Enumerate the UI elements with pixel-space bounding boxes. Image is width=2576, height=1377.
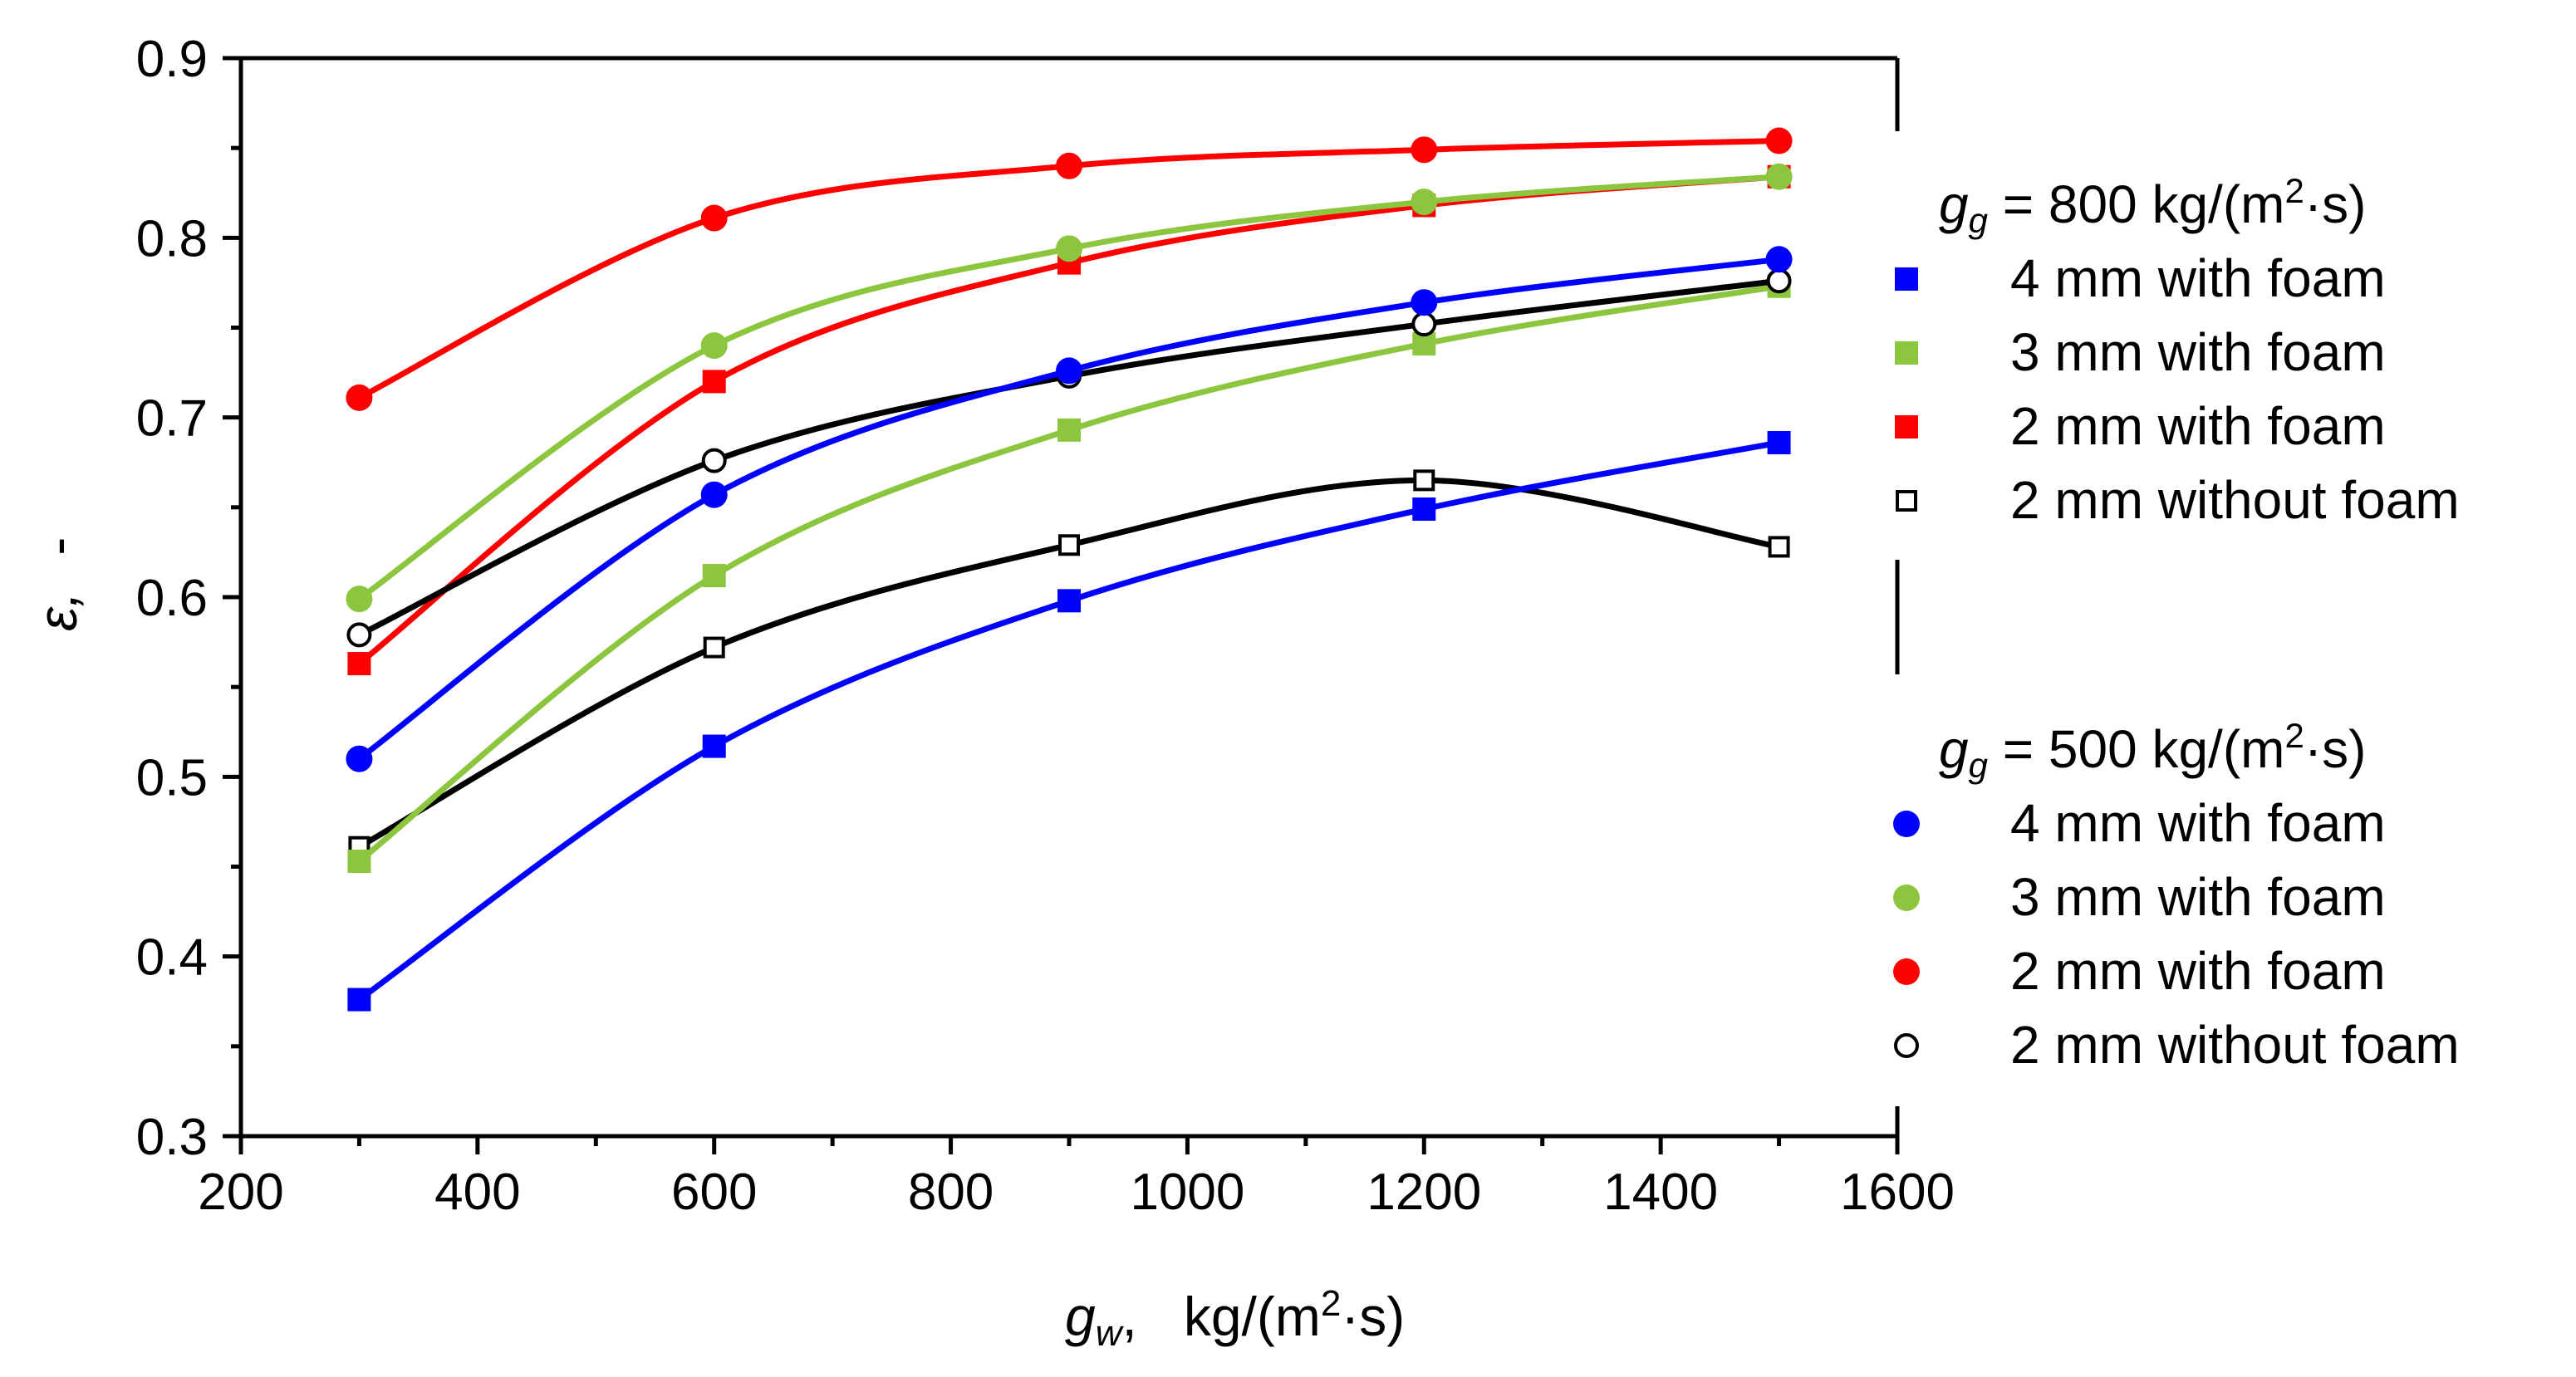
x-tick-label: 1200: [1367, 1164, 1481, 1221]
series-6: [346, 163, 1793, 613]
legend-item: 3 mm with foam: [1893, 867, 2386, 927]
x-tick-label: 1400: [1603, 1164, 1718, 1221]
data-point: [346, 745, 373, 772]
series-5: [346, 246, 1793, 772]
y-tick-label: 0.9: [136, 31, 208, 88]
legend-item: 2 mm without foam: [1894, 1015, 2460, 1075]
data-point: [1765, 127, 1793, 154]
x-tick-label: 400: [434, 1164, 520, 1221]
legend: gg = 800 kg/(m2·s) 4 mm with foam 3 mm wit…: [1893, 171, 2460, 1075]
legend-marker: [1894, 1033, 1919, 1058]
data-point: [1056, 235, 1082, 262]
series-line: [356, 277, 1783, 638]
data-point: [347, 987, 371, 1012]
y-tick-label: 0.7: [136, 390, 208, 448]
data-point: [1056, 357, 1082, 385]
legend-marker: [1893, 958, 1920, 985]
legend-item: 3 mm with foam: [1895, 322, 2386, 382]
legend-label: 2 mm with foam: [2010, 941, 2386, 1001]
data-point: [1411, 289, 1438, 316]
legend-group-1: gg = 800 kg/(m2·s) 4 mm with foam 3 mm wit…: [1895, 171, 2460, 530]
ticks: 200 400 600 800 1000 1200 1400 1600 0.3 0.4 0.5 0.6…: [136, 31, 1955, 1221]
data-point: [703, 636, 725, 659]
legend-marker: [1895, 267, 1918, 291]
legend-item: 4 mm with foam: [1893, 793, 2386, 853]
legend-marker: [1893, 811, 1920, 837]
data-point: [1413, 469, 1435, 492]
y-tick-label: 0.3: [136, 1109, 208, 1166]
legend-item: 4 mm with foam: [1895, 248, 2386, 308]
data-point: [1411, 311, 1437, 337]
legend-marker: [1893, 885, 1920, 911]
data-point: [1058, 534, 1080, 556]
series-line: [356, 283, 1783, 865]
data-point: [700, 481, 728, 508]
y-tick-label: 0.8: [136, 210, 208, 267]
data-point: [1056, 152, 1082, 179]
legend-item: 2 mm with foam: [1893, 941, 2386, 1001]
data-point: [1057, 589, 1081, 613]
legend-label: 3 mm with foam: [2010, 322, 2386, 382]
legend-label: 4 mm with foam: [2010, 793, 2386, 853]
legend-label: 4 mm with foam: [2010, 248, 2386, 308]
series-layer: [346, 127, 1793, 1012]
data-point: [702, 564, 726, 588]
data-point: [1411, 136, 1438, 164]
data-point: [1765, 246, 1793, 273]
data-point: [347, 652, 371, 676]
data-point: [1767, 430, 1791, 454]
x-tick-label: 1000: [1130, 1164, 1244, 1221]
data-point: [1765, 163, 1793, 190]
data-point: [1057, 418, 1081, 442]
legend-marker: [1895, 415, 1918, 439]
x-tick-label: 200: [198, 1164, 283, 1221]
data-point: [346, 622, 372, 648]
legend-label: 2 mm with foam: [2010, 396, 2386, 456]
x-tick-label: 800: [908, 1164, 994, 1221]
y-axis-title: ε,-: [27, 537, 88, 631]
data-point: [1766, 268, 1792, 294]
series-1: [347, 430, 1791, 1012]
x-tick-label: 600: [671, 1164, 757, 1221]
series-4: [348, 469, 1790, 858]
legend-item: 2 mm with foam: [1895, 396, 2386, 456]
legend-label: 3 mm with foam: [2010, 867, 2386, 927]
data-point: [700, 332, 728, 360]
legend-group-2: gg = 500 kg/(m2·s) 4 mm with foam 3 mm wit…: [1893, 716, 2460, 1075]
data-point: [701, 448, 727, 473]
data-point: [702, 370, 726, 394]
data-point: [347, 850, 371, 874]
legend-marker: [1896, 490, 1917, 512]
x-tick-label: 1600: [1840, 1164, 1955, 1221]
y-tick-label: 0.4: [136, 929, 208, 987]
legend-marker: [1895, 341, 1918, 365]
data-point: [1411, 189, 1438, 216]
series-7: [346, 127, 1793, 411]
data-point: [702, 734, 726, 758]
data-point: [1768, 536, 1790, 558]
x-axis-title: gw, kg/(m2·s): [1065, 1283, 1405, 1354]
data-point: [700, 204, 728, 232]
data-point: [1412, 497, 1436, 521]
legend-group-title: gg = 500 kg/(m2·s): [1939, 716, 2366, 785]
y-tick-label: 0.5: [136, 749, 208, 806]
legend-label: 2 mm without foam: [2010, 470, 2460, 530]
legend-item: 2 mm without foam: [1896, 470, 2460, 530]
legend-group-title: gg = 800 kg/(m2·s): [1939, 171, 2366, 240]
data-point: [346, 384, 373, 411]
series-line: [356, 256, 1783, 762]
legend-label: 2 mm without foam: [2010, 1015, 2460, 1075]
y-tick-label: 0.6: [136, 570, 208, 627]
data-point: [346, 586, 373, 613]
